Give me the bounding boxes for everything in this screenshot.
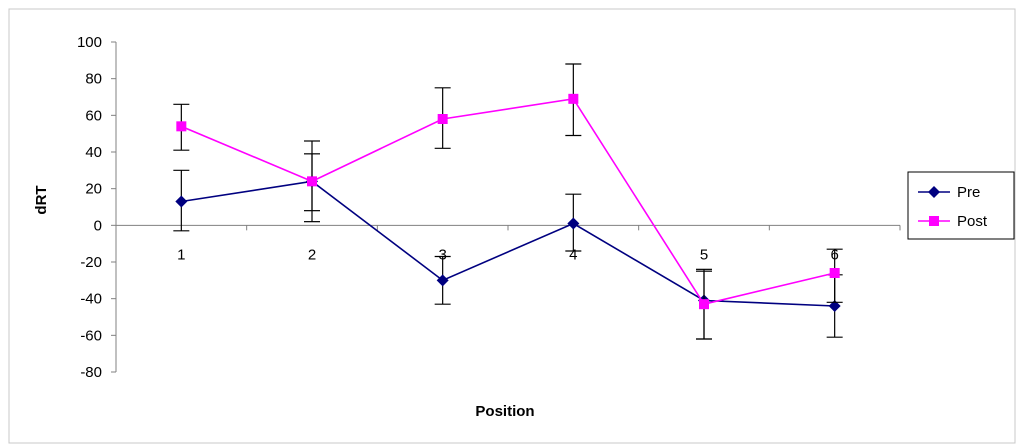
series-pre (173, 153, 843, 340)
y-tick-label: 0 (94, 217, 102, 234)
series-line-pre (181, 180, 835, 307)
data-point-pre (436, 274, 449, 287)
data-point-post (176, 121, 187, 132)
legend-label-pre: Pre (957, 184, 980, 201)
x-tick-label: 1 (177, 246, 185, 263)
x-tick-label: 5 (700, 246, 708, 263)
data-point-post (699, 299, 709, 310)
series-line-post (181, 97, 835, 306)
legend: Pre Post (907, 171, 1015, 240)
y-tick-group: 100 80 60 40 20 0 -20 -40 -60 -80 (77, 34, 116, 381)
x-tick-label: 4 (569, 246, 577, 263)
x-tick-label: 2 (308, 246, 316, 263)
y-tick-label: -20 (80, 254, 102, 271)
y-tick-label: 80 (85, 71, 102, 88)
data-point-post (568, 93, 579, 104)
data-point-pre (175, 195, 188, 208)
y-tick-label: -80 (80, 364, 102, 381)
data-point-pre (567, 217, 580, 230)
y-tick-label: -40 (80, 291, 102, 308)
data-point-post (437, 114, 448, 124)
legend-box (907, 171, 1015, 240)
y-tick-label: 60 (85, 107, 102, 124)
legend-label-post: Post (957, 213, 988, 230)
legend-item-post: Post (918, 213, 988, 230)
y-tick-label: -60 (80, 327, 102, 344)
y-axis-title: dRT (33, 185, 50, 214)
data-point-post (307, 176, 317, 187)
legend-marker-pre (928, 186, 940, 198)
legend-marker-post (929, 216, 939, 226)
y-tick-label: 100 (77, 34, 102, 51)
x-tick-label: 3 (438, 246, 446, 263)
series-post (173, 63, 843, 340)
y-tick-label: 40 (85, 144, 102, 161)
series-group (173, 63, 843, 340)
x-axis-title: Position (475, 403, 534, 420)
y-tick-label: 20 (85, 181, 102, 198)
legend-item-pre: Pre (918, 184, 980, 201)
data-point-post (829, 268, 840, 278)
data-point-pre (828, 300, 841, 312)
chart-border (8, 8, 1016, 444)
